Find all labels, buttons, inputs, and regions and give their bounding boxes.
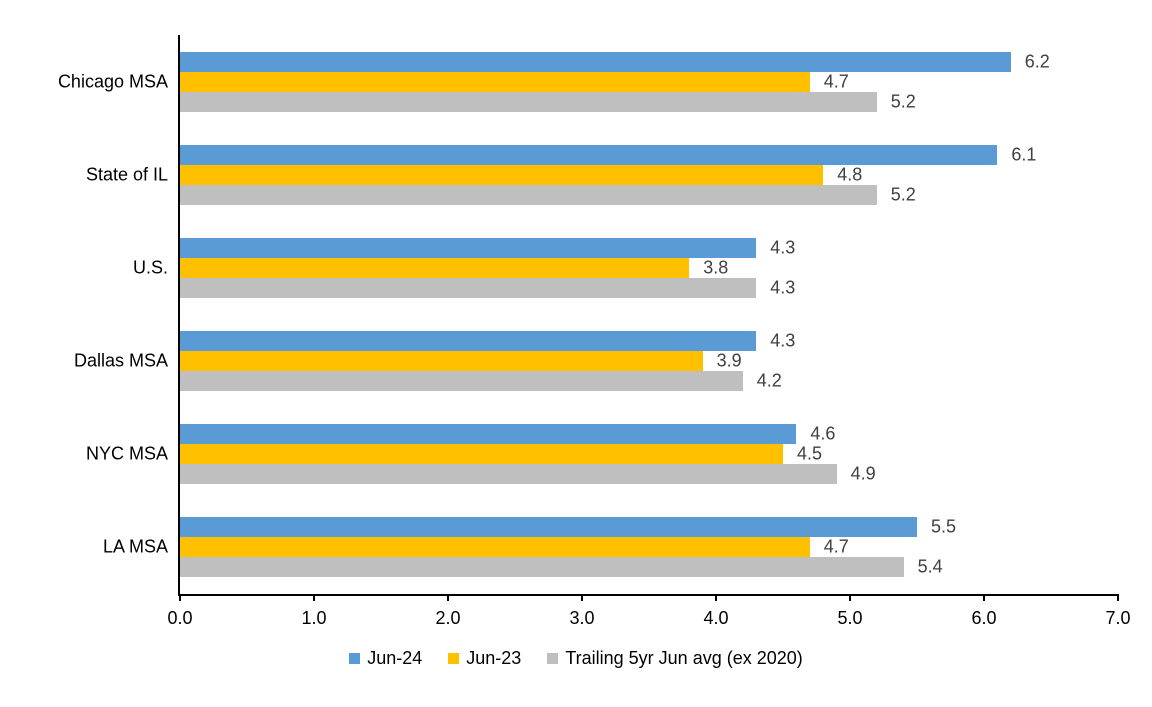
- bar-value-label: 5.4: [917, 556, 943, 577]
- bar-value-label: 3.8: [703, 257, 729, 278]
- bar-group: 4.3 3.8 4.3: [180, 221, 1118, 314]
- bar-row: 4.3: [180, 277, 1118, 298]
- bar: [180, 371, 743, 392]
- x-axis-line: [178, 594, 1118, 596]
- x-axis-tick-label: 7.0: [1105, 608, 1131, 628]
- category-label: U.S.: [132, 257, 168, 278]
- plot-area: 6.2 4.7 5.2 6.1 4.8 5.2 4.3 3.8 4.3 4.3 3.9 4.2 4.6 4…: [178, 35, 1118, 596]
- bar-group: 4.3 3.9 4.2: [180, 315, 1118, 408]
- legend-swatch: [547, 653, 559, 664]
- x-axis-tick-mark: [447, 594, 449, 601]
- x-axis-tick-label: 2.0: [435, 608, 461, 628]
- category-label: LA MSA: [102, 536, 168, 557]
- legend-swatch: [448, 653, 460, 664]
- bar: [180, 351, 703, 372]
- bar-value-label: 4.5: [797, 443, 823, 464]
- y-axis-line: [178, 35, 180, 594]
- bar-row: 5.2: [180, 184, 1118, 205]
- x-axis-tick-label: 5.0: [837, 608, 863, 628]
- legend: Jun-24 Jun-23 Trailing 5yr Jun avg (ex 202…: [0, 648, 1152, 669]
- x-axis-tick-mark: [581, 594, 583, 601]
- bar: [180, 71, 810, 92]
- bar-row: 5.2: [180, 91, 1118, 112]
- bar-value-label: 4.2: [756, 370, 782, 391]
- bar-value-label: 6.2: [1024, 51, 1050, 72]
- bar-group: 6.2 4.7 5.2: [180, 35, 1118, 128]
- bar-value-label: 4.3: [770, 330, 796, 351]
- x-axis-tick-label: 3.0: [569, 608, 595, 628]
- bar-value-label: 6.1: [1011, 144, 1037, 165]
- legend-label: Trailing 5yr Jun avg (ex 2020): [565, 648, 803, 668]
- legend-swatch: [349, 653, 361, 664]
- bar: [180, 51, 1011, 72]
- category-label: Chicago MSA: [57, 71, 168, 92]
- bar-group: 4.6 4.5 4.9: [180, 408, 1118, 501]
- bar-row: 4.8: [180, 164, 1118, 185]
- x-axis-tick-label: 6.0: [971, 608, 997, 628]
- legend-item: Jun-24: [349, 648, 422, 669]
- bar-group: 5.5 4.7 5.4: [180, 501, 1118, 594]
- bar-group: 6.1 4.8 5.2: [180, 128, 1118, 221]
- legend-label: Jun-23: [466, 648, 522, 668]
- bar-value-label: 5.2: [890, 184, 916, 205]
- bar: [180, 331, 757, 352]
- bar: [180, 164, 824, 185]
- bar: [180, 557, 904, 578]
- legend-label: Jun-24: [367, 648, 423, 668]
- x-axis-tick-mark: [849, 594, 851, 601]
- bar: [180, 237, 757, 258]
- category-label: NYC MSA: [85, 443, 168, 464]
- bar-row: 4.3: [180, 237, 1118, 258]
- bar-row: 6.2: [180, 51, 1118, 72]
- x-axis-tick-mark: [983, 594, 985, 601]
- bar-value-label: 5.5: [931, 516, 957, 537]
- bar-row: 5.4: [180, 556, 1118, 578]
- bar-value-label: 3.9: [716, 350, 742, 371]
- bar: [180, 257, 690, 278]
- bar-row: 4.7: [180, 536, 1118, 558]
- bar-value-label: 4.8: [837, 164, 863, 185]
- bar: [180, 144, 998, 165]
- x-axis-tick-mark: [313, 594, 315, 601]
- bar: [180, 277, 757, 298]
- bar: [180, 464, 837, 485]
- bar-row: 3.8: [180, 257, 1118, 278]
- bar-row: 5.5: [180, 516, 1118, 538]
- bar-value-label: 4.3: [770, 277, 796, 298]
- x-axis-tick-label: 1.0: [301, 608, 327, 628]
- bar: [180, 184, 877, 205]
- bar: [180, 517, 917, 538]
- bar-row: 4.2: [180, 370, 1118, 392]
- x-axis-tick-mark: [179, 594, 181, 601]
- x-axis-tick-mark: [1117, 594, 1119, 601]
- bar-value-label: 4.7: [823, 71, 849, 92]
- bar: [180, 444, 783, 465]
- bar-value-label: 4.7: [823, 536, 849, 557]
- x-axis-tick-label: 4.0: [703, 608, 729, 628]
- bar: [180, 424, 797, 445]
- legend-item: Jun-23: [448, 648, 521, 669]
- bar-row: 4.5: [180, 443, 1118, 465]
- bar-row: 4.7: [180, 71, 1118, 92]
- bar: [180, 537, 810, 558]
- bar-value-label: 4.3: [770, 237, 796, 258]
- x-axis-tick-label: 0.0: [167, 608, 193, 628]
- bar-row: 4.6: [180, 423, 1118, 445]
- category-label: State of IL: [85, 164, 168, 185]
- bar-value-label: 4.9: [850, 463, 876, 484]
- bar-row: 4.3: [180, 330, 1118, 352]
- legend-item: Trailing 5yr Jun avg (ex 2020): [547, 648, 803, 669]
- bar-value-label: 5.2: [890, 91, 916, 112]
- bar-row: 6.1: [180, 144, 1118, 165]
- x-axis-tick-mark: [715, 594, 717, 601]
- bar: [180, 91, 877, 112]
- bar-value-label: 4.6: [810, 423, 836, 444]
- bar-row: 4.9: [180, 463, 1118, 485]
- category-label: Dallas MSA: [73, 350, 168, 371]
- bar-row: 3.9: [180, 350, 1118, 372]
